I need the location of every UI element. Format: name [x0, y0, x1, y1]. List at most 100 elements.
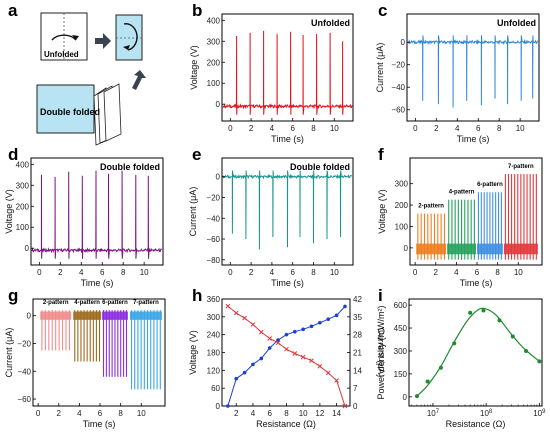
y-tick-label-h: 0 [216, 402, 221, 411]
data-point-i [510, 334, 515, 339]
x-axis-label-g: Time (s) [83, 419, 116, 429]
x-tick-label-b: 8 [311, 124, 316, 133]
y-tick-label-e: −20 [206, 193, 220, 202]
x-tick-label-c: 6 [476, 124, 481, 133]
x-tick-label-d: 10 [140, 268, 149, 277]
legend-label-g: 6-pattern [102, 300, 128, 306]
fold-arrow-2 [123, 23, 138, 51]
fold-arrow-2-head [123, 45, 130, 50]
x-tick-label-c: 8 [497, 124, 502, 133]
noise-band-g [40, 311, 72, 320]
marker-Current [225, 303, 231, 309]
double-folded-label: Double folded [40, 107, 100, 117]
x-tick-label-h: 14 [332, 409, 341, 418]
x-tick-label-d: 0 [37, 268, 42, 277]
plot-frame-h [221, 298, 351, 407]
x-tick-label-d: 2 [58, 268, 63, 277]
marker-Current [317, 363, 323, 369]
y-tick-label-e: −40 [206, 214, 220, 223]
folded-layer-3 [103, 83, 122, 142]
y2-tick-label-h: 42 [353, 295, 362, 304]
y-tick-label-c: 0 [401, 38, 406, 47]
y-axis-label-b: Voltage (V) [189, 45, 199, 90]
x-tick-label-e: 6 [290, 268, 295, 277]
x-tick-label-f: 4 [454, 268, 459, 277]
arrow-down-left-icon [132, 70, 146, 90]
x-tick-label-b: 10 [330, 124, 339, 133]
x-tick-label-g: 4 [77, 409, 82, 418]
y-tick-label-e: 0 [216, 173, 221, 182]
panel-label-h: h [192, 286, 202, 305]
marker-Voltage [259, 356, 264, 361]
marker-Current [325, 370, 331, 376]
marker-Voltage [326, 317, 331, 322]
marker-Voltage [301, 327, 305, 332]
marker-Current [242, 315, 247, 321]
data-point-i [537, 359, 542, 364]
marker-Current [300, 354, 306, 360]
y-axis-label-g: Current (μA) [4, 328, 14, 378]
x-tick-label-c: 4 [455, 124, 460, 133]
x-tick-label-f: 2 [434, 268, 439, 277]
y-tick-label-c: −20 [391, 61, 405, 70]
marker-Current [334, 378, 339, 383]
panel-label-f: f [378, 145, 384, 164]
x-tick-label-g: 8 [118, 409, 123, 418]
marker-Current [258, 329, 264, 335]
x-tick-label-h: 4 [251, 409, 256, 418]
legend-label-f: 7-pattern [508, 164, 534, 170]
marker-Current [309, 358, 314, 364]
y-tick-label-c: −40 [391, 83, 405, 92]
marker-Current [267, 336, 273, 341]
chart-title-e: Double folded [290, 162, 350, 172]
y-tick-label-i: 150 [394, 370, 408, 379]
y-tick-label-g: −20 [17, 339, 31, 348]
x-tick-label-c: 0 [413, 124, 418, 133]
y-tick-label-g: −40 [17, 367, 31, 376]
x-tick-label-e: 8 [311, 268, 316, 277]
x-axis-label-b: Time (s) [271, 134, 304, 144]
y-tick-label-b: 400 [207, 16, 221, 25]
marker-Voltage [292, 329, 297, 334]
x-tick-label-i: 107 [427, 409, 440, 418]
data-point-i [438, 365, 443, 370]
double-folded-sheet [36, 84, 95, 134]
y-tick-label-i: 300 [394, 347, 408, 356]
chart-title-c: Unfolded [497, 18, 536, 28]
chart-h: 2 4 6 8 10 12 14 0 60 120 180 240 300 360 0 7 14 21 28 35 42… [188, 295, 386, 429]
y-axis-label-h: Voltage (V) [188, 330, 198, 375]
series-line-c [407, 35, 539, 108]
chart-title-b: Unfolded [311, 18, 350, 28]
y-tick-label-b: 200 [207, 58, 221, 67]
chart-e: 0 2 4 6 8 10 0 −20 −40 −60 −80 Time (s) Current (μA)… [188, 157, 354, 288]
y-tick-label-h: 300 [207, 313, 221, 322]
x-tick-label-e: 0 [228, 268, 233, 277]
x-tick-label-d: 4 [79, 268, 84, 277]
y-axis-label-c: Current (μA) [375, 43, 385, 93]
marker-Current [233, 310, 239, 316]
unfolded-label: Unfolded [44, 50, 79, 59]
marker-Voltage [267, 346, 272, 350]
series-line-d [31, 170, 163, 259]
panel-label-c: c [378, 1, 387, 20]
y-tick-label-b: 0 [216, 100, 221, 109]
y-tick-label-g: −60 [17, 395, 31, 404]
marker-Current [284, 346, 289, 352]
y-tick-label-f: 0 [404, 244, 409, 253]
marker-Voltage [234, 376, 239, 381]
y2-tick-label-h: 7 [353, 384, 358, 393]
x-tick-label-g: 10 [137, 409, 146, 418]
series-2-pattern: 2-pattern [416, 204, 447, 260]
y-axis-label-d: Voltage (V) [4, 189, 14, 234]
plot-frame-c [406, 13, 540, 122]
panel-label-g: g [8, 286, 18, 305]
legend-label-f: 2-pattern [418, 204, 444, 210]
x-tick-label-h: 8 [284, 409, 289, 418]
noise-band-f [477, 243, 503, 255]
panel-label-i: i [378, 286, 383, 305]
unfolded-sheet [40, 12, 88, 61]
y-tick-label-h: 360 [207, 295, 221, 304]
